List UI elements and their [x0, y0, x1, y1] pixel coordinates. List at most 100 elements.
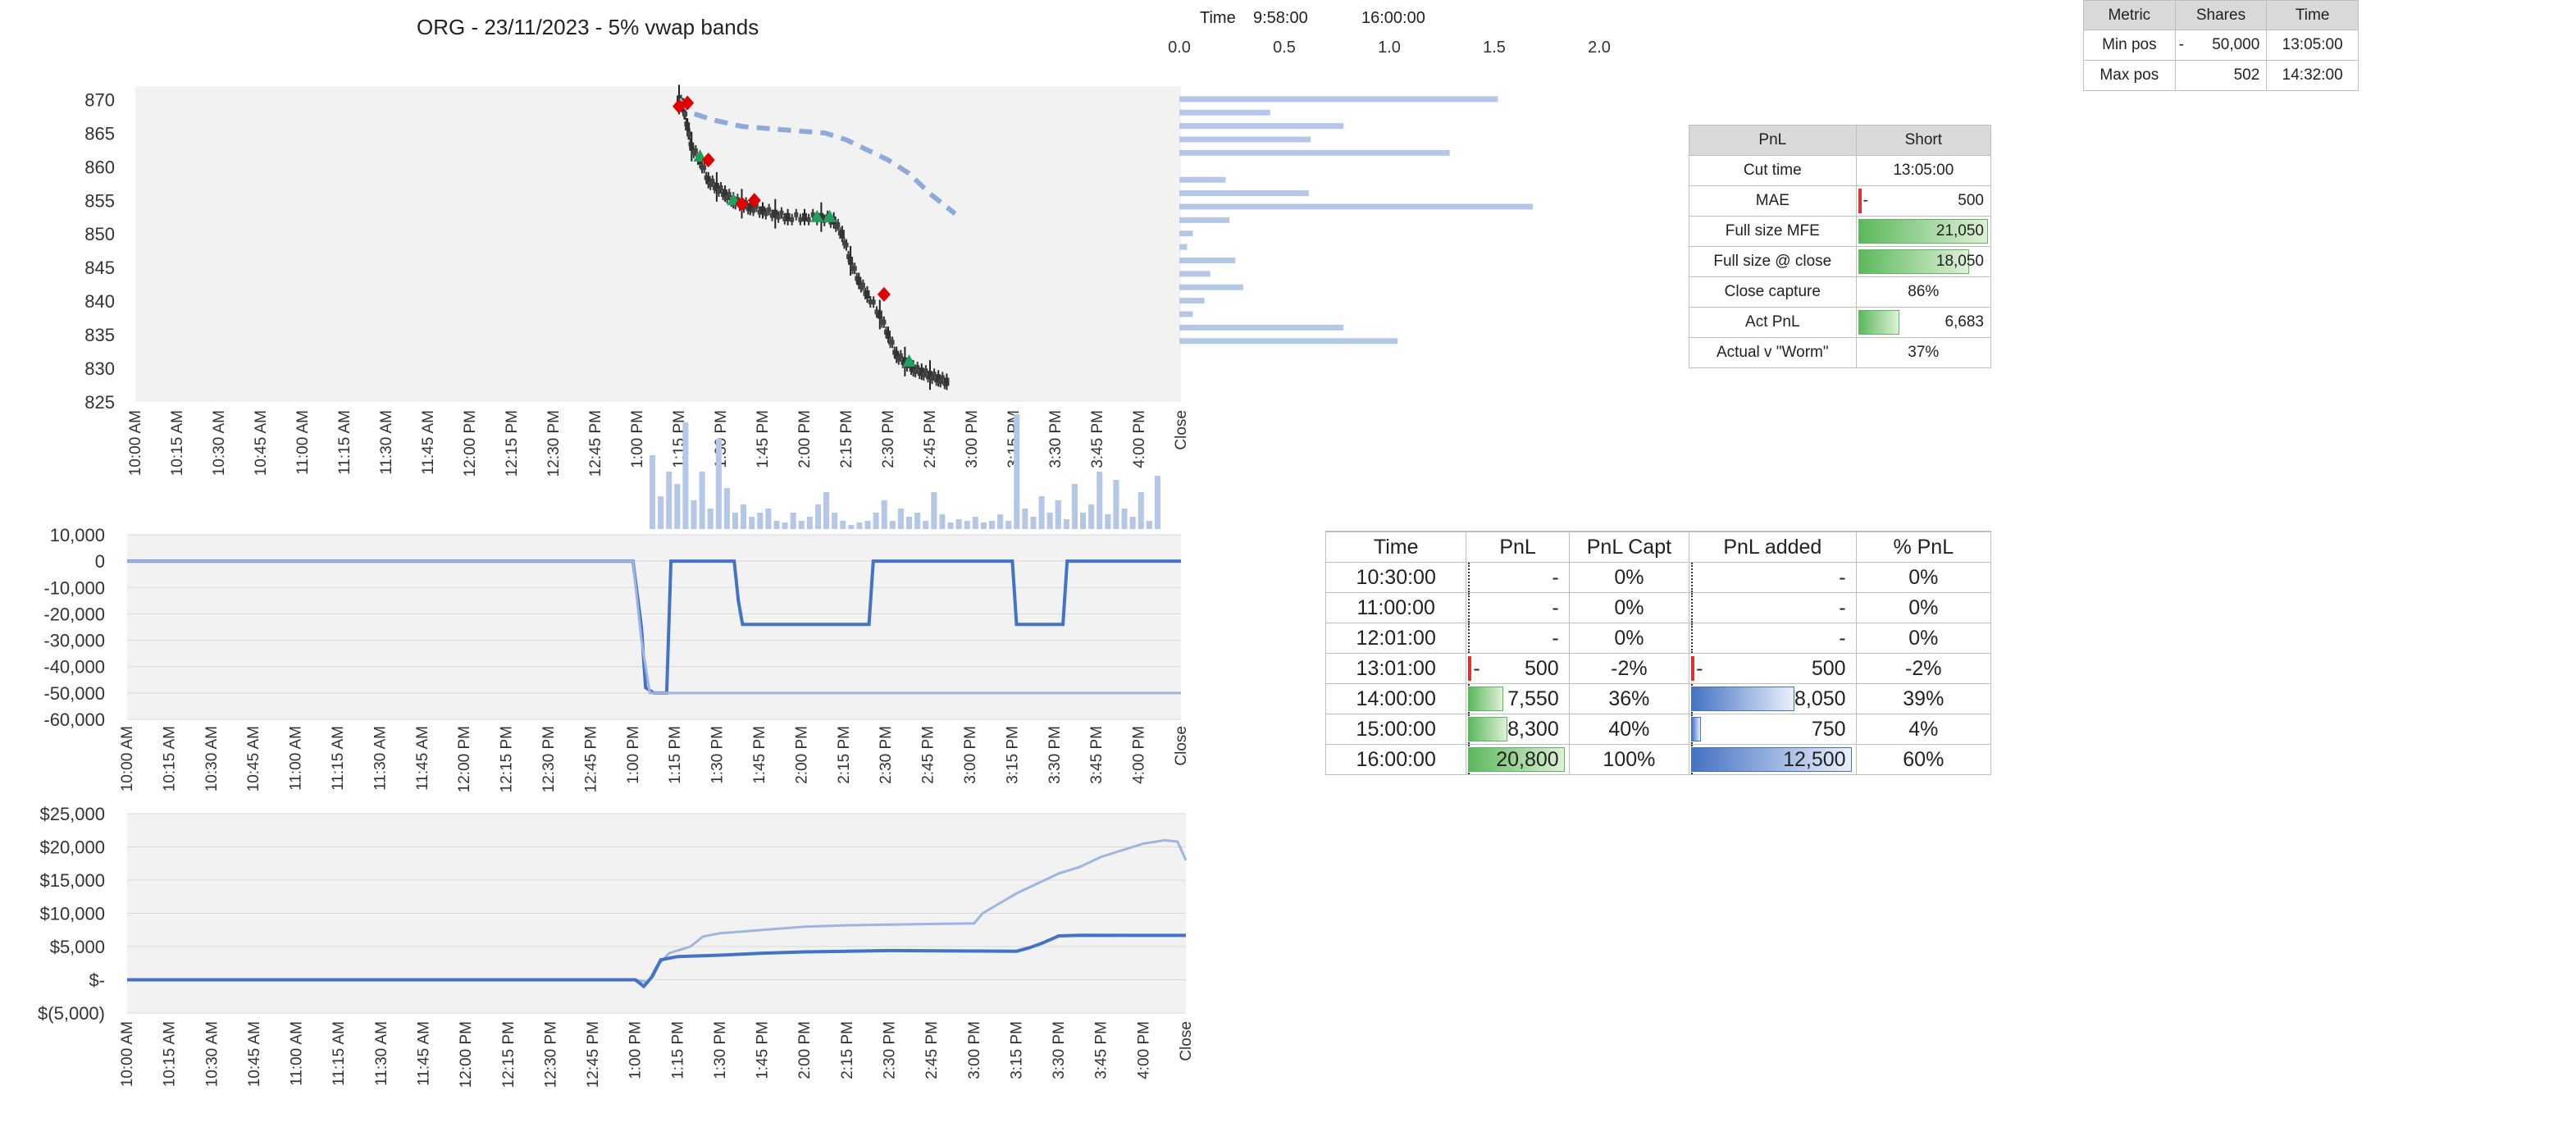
volume-bar — [1105, 514, 1111, 529]
volume-bar — [650, 455, 656, 529]
volume-bar — [1129, 517, 1136, 529]
candle-body — [702, 165, 707, 171]
axis-line — [1691, 623, 1694, 653]
vwap-band-line — [677, 98, 957, 216]
shares-value: 502 — [2174, 60, 2268, 91]
volume-bar — [691, 500, 697, 529]
candle-body — [894, 350, 900, 359]
volume-profile-bar — [1179, 338, 1398, 344]
y-tick-label: 835 — [84, 325, 115, 345]
volume-bar — [914, 513, 921, 529]
pnl-cell: - — [1466, 592, 1570, 623]
candle-body — [685, 122, 691, 131]
candle-body — [714, 182, 719, 191]
buy-marker — [902, 354, 916, 367]
volume-bar — [741, 504, 747, 529]
table-row: 14:00:00 7,550 36% 8,050 39% — [1324, 683, 1992, 714]
pnl-added-cell: 750 — [1689, 714, 1857, 745]
candle-body — [802, 212, 807, 221]
volume-bar — [674, 484, 681, 529]
metrics-table: Metric Shares Time Min pos - 50,000 13:05… — [2083, 0, 2359, 91]
position-series-line — [127, 559, 1181, 695]
volume-bar — [1097, 472, 1103, 529]
candle-body — [773, 209, 778, 218]
x-tick-label: 2:30 PM — [882, 1021, 899, 1079]
candle-body — [760, 206, 765, 215]
candle-body — [839, 230, 845, 239]
volume-bar — [715, 439, 722, 529]
time-col-header: Time — [1324, 531, 1467, 563]
y-tick-label: 865 — [84, 123, 115, 144]
candle-body — [708, 181, 713, 187]
y-tick-label: -40,000 — [43, 657, 105, 678]
volume-bar — [840, 521, 846, 529]
candle-body — [910, 364, 916, 373]
x-tick-label: 3:15 PM — [1008, 1021, 1025, 1079]
value-text: 8,050 — [1794, 687, 1846, 710]
table-row: 12:01:00-0% -0% — [1324, 623, 1992, 654]
value-text: - — [1552, 626, 1559, 650]
table-row: Act PnL 6,683 — [1689, 307, 1992, 338]
time-value: 14:32:00 — [2266, 60, 2359, 91]
x-tick-label: 11:45 AM — [415, 1021, 432, 1086]
candle-body — [705, 176, 711, 185]
x-tick-label: 2:45 PM — [922, 410, 939, 468]
metric-label: Max pos — [2083, 60, 2176, 91]
x-tick-label: 3:45 PM — [1088, 726, 1106, 784]
time-label: Time — [1200, 9, 1236, 27]
buy-marker — [810, 209, 824, 222]
volume-bar — [980, 522, 987, 529]
x-tick-label: 11:30 AM — [372, 726, 389, 791]
candle-body — [757, 209, 762, 215]
x-tick-label: 10:15 AM — [161, 726, 178, 792]
vol-tick-label: 2.0 — [1588, 39, 1611, 57]
x-tick-label: 3:30 PM — [1046, 726, 1064, 784]
metric-label: Min pos — [2083, 30, 2176, 61]
table-row: 13:01:00-500 -2% -500 -2% — [1324, 653, 1992, 684]
volume-profile-bar — [1179, 136, 1311, 143]
x-tick-label: 2:15 PM — [838, 410, 855, 468]
x-tick-label: 11:15 AM — [331, 1021, 348, 1086]
volume-bar — [889, 521, 896, 529]
x-tick-label: 10:45 AM — [246, 1021, 263, 1087]
pnl-row-value: 86% — [1855, 276, 1992, 308]
pnl-cell: - — [1466, 623, 1570, 654]
position-series-line — [127, 559, 1181, 695]
table-row: 11:00:00-0% -0% — [1324, 592, 1992, 623]
pnl-row-label: Full size @ close — [1689, 246, 1857, 277]
candle-body — [735, 197, 740, 203]
y-tick-label: $5,000 — [50, 937, 105, 957]
x-tick-label: 1:15 PM — [667, 726, 684, 784]
pnl-cell: - 500 — [1466, 653, 1570, 684]
value-text: 13:05:00 — [1893, 162, 1954, 179]
candle-body — [923, 368, 928, 374]
x-tick-label: 2:30 PM — [880, 410, 897, 468]
data-bar — [1691, 717, 1701, 741]
value-text: 500 — [1525, 656, 1559, 680]
x-tick-label: 10:00 AM — [119, 1021, 136, 1087]
vol-tick-label: 0.0 — [1168, 39, 1191, 57]
candle-body — [836, 222, 841, 228]
pnl-capt-cell: 40% — [1568, 714, 1690, 745]
volume-profile-bar — [1179, 123, 1344, 130]
data-bar — [1858, 249, 1970, 274]
y-tick-label: 845 — [84, 258, 115, 278]
candle-body — [860, 282, 865, 288]
volume-profile-bar — [1179, 324, 1344, 331]
y-tick-label: 855 — [84, 190, 115, 211]
candle-body — [806, 217, 811, 222]
candle-body — [930, 376, 935, 381]
x-tick-label: 12:30 PM — [542, 1021, 559, 1088]
candle-body — [902, 357, 908, 366]
volume-profile-bar — [1179, 109, 1270, 116]
y-tick-label: 830 — [84, 358, 115, 379]
volume-bar — [1063, 519, 1069, 529]
pnl-col-header: PnL — [1466, 531, 1570, 563]
x-tick-label: 11:45 AM — [420, 410, 437, 475]
candle-body — [864, 290, 870, 299]
value-text: 7,550 — [1507, 687, 1559, 710]
volume-bar — [723, 488, 730, 529]
x-tick-label: 2:45 PM — [920, 726, 937, 784]
pnl-added-cell: - — [1689, 592, 1857, 623]
pct-pnl-cell: 60% — [1855, 744, 1992, 775]
